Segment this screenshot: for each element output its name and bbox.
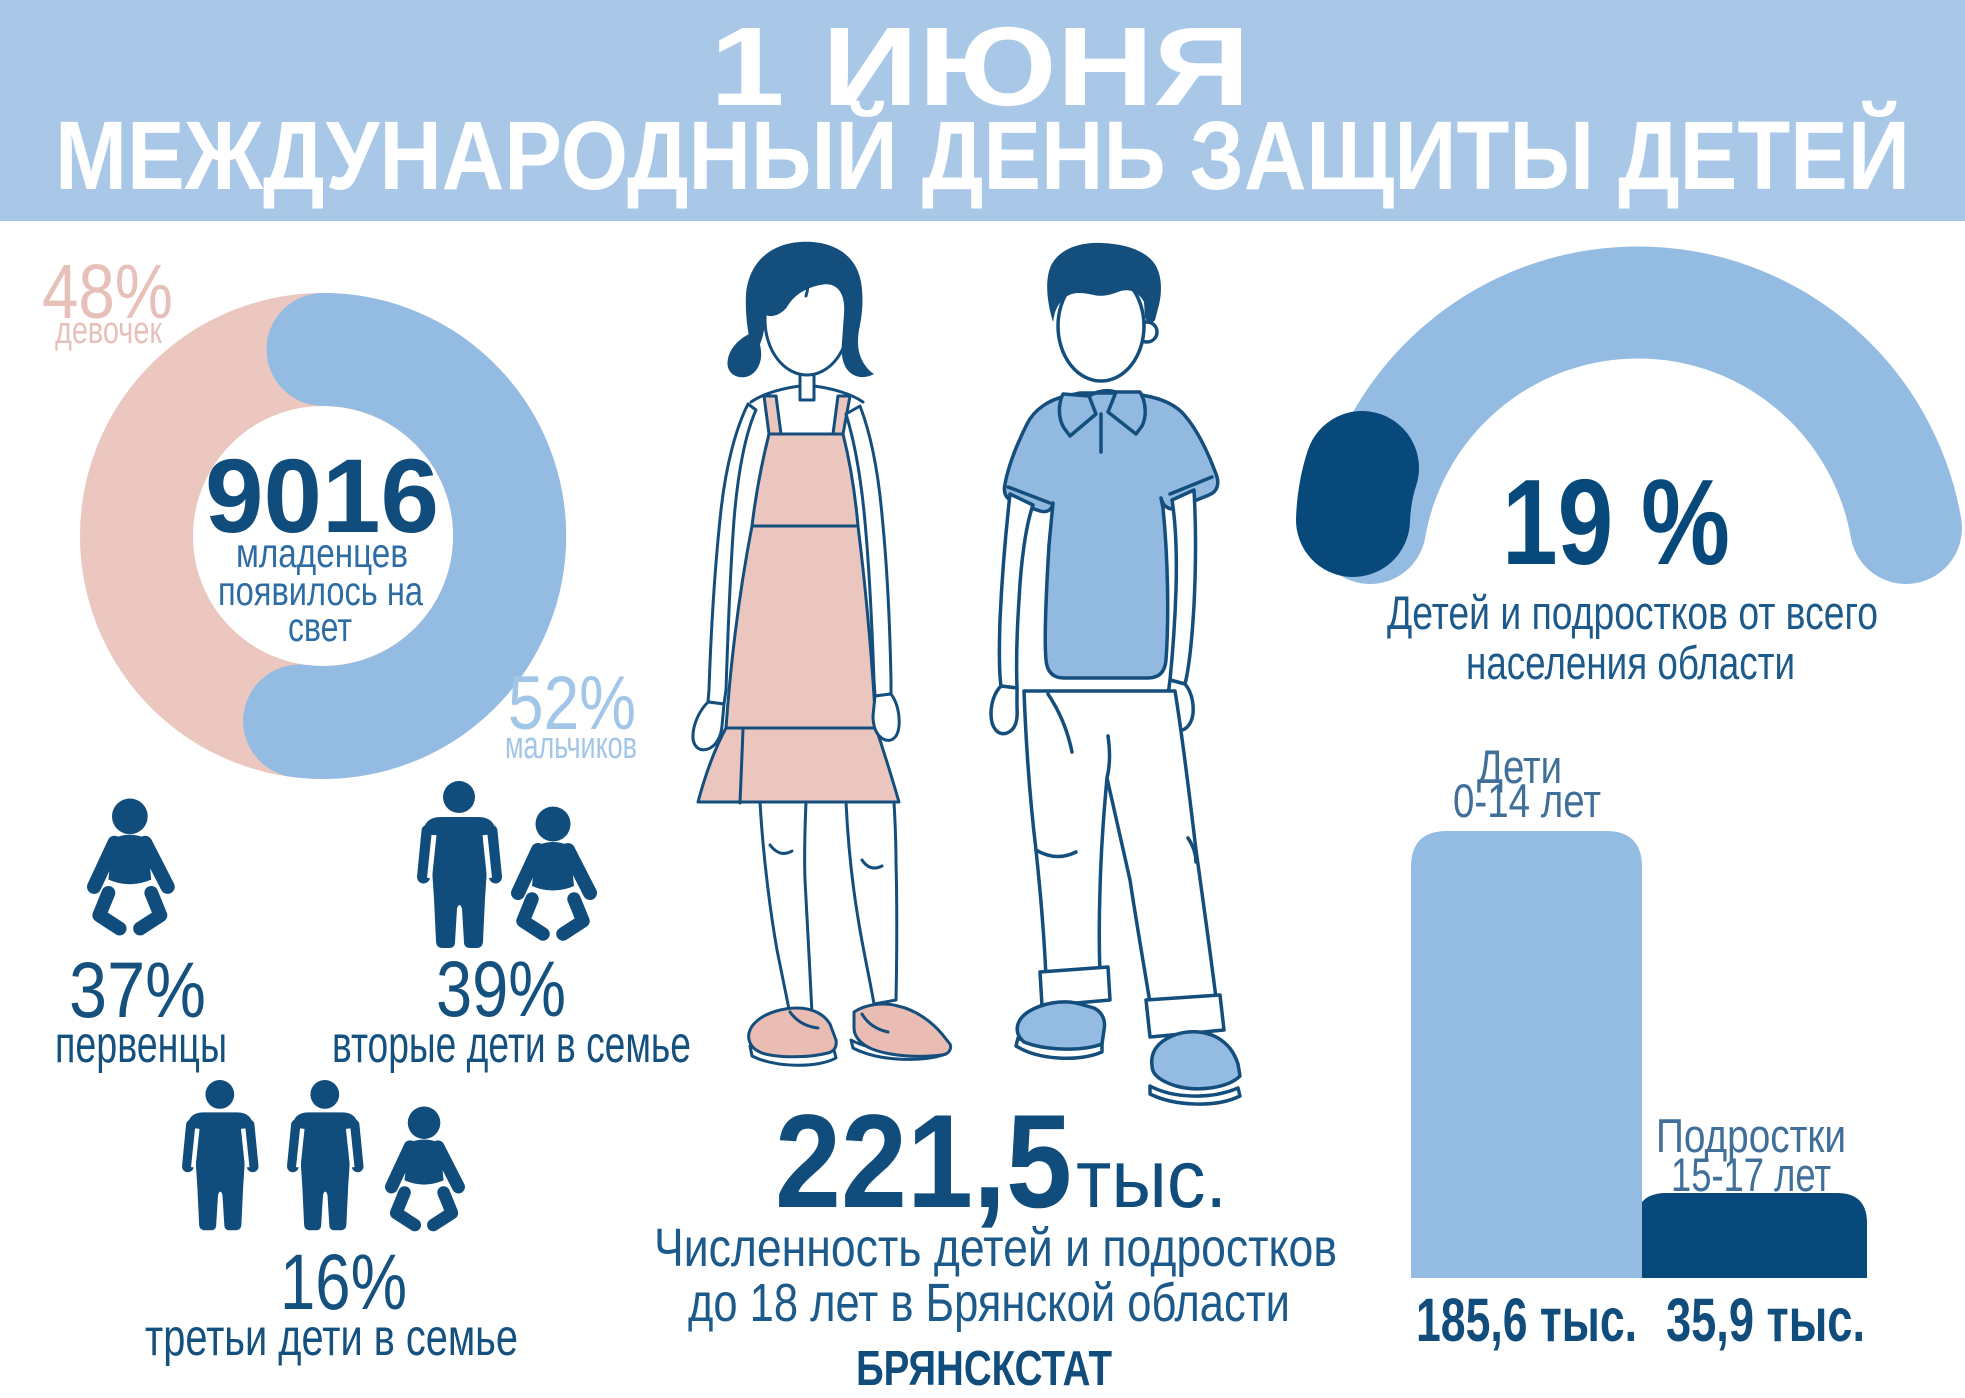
svg-text:тыс.: тыс.	[1076, 1132, 1227, 1225]
svg-text:девочек: девочек	[55, 310, 162, 352]
svg-text:15-17 лет: 15-17 лет	[1671, 1148, 1831, 1201]
svg-text:мальчиков: мальчиков	[505, 725, 637, 767]
svg-text:52%: 52%	[508, 661, 636, 746]
svg-text:48%: 48%	[42, 249, 173, 335]
svg-text:Дети: Дети	[1477, 740, 1562, 793]
svg-text:Численность детей и подростков: Численность детей и подростков	[654, 1218, 1337, 1278]
svg-text:9016: 9016	[205, 438, 439, 555]
svg-text:вторые дети в семье: вторые дети в семье	[332, 1016, 691, 1074]
svg-text:свет: свет	[288, 604, 352, 650]
svg-text:Детей и подростков от всего: Детей и подростков от всего	[1387, 586, 1878, 639]
svg-text:младенцев: младенцев	[236, 530, 408, 576]
svg-text:третьи дети в семье: третьи дети в семье	[145, 1309, 518, 1367]
svg-text:35,9 тыс.: 35,9 тыс.	[1666, 1286, 1865, 1354]
svg-text:появилось на: появилось на	[218, 568, 423, 614]
svg-text:37%: 37%	[69, 945, 206, 1034]
svg-text:221,5: 221,5	[775, 1088, 1072, 1236]
svg-text:первенцы: первенцы	[55, 1016, 227, 1074]
svg-text:населения области: населения области	[1466, 636, 1795, 689]
svg-text:МЕЖДУНАРОДНЫЙ ДЕНЬ ЗАЩИТЫ ДЕТЕ: МЕЖДУНАРОДНЫЙ ДЕНЬ ЗАЩИТЫ ДЕТЕЙ	[55, 101, 1910, 210]
svg-text:39%: 39%	[436, 944, 566, 1033]
svg-text:185,6 тыс.: 185,6 тыс.	[1416, 1286, 1637, 1354]
svg-text:до 18 лет в Брянской области: до 18 лет в Брянской области	[688, 1273, 1290, 1333]
svg-text:БРЯНСКСТАТ: БРЯНСКСТАТ	[856, 1342, 1112, 1396]
svg-text:Подростки: Подростки	[1656, 1109, 1846, 1162]
svg-text:16%: 16%	[280, 1237, 407, 1326]
svg-text:1 ИЮНЯ: 1 ИЮНЯ	[710, 4, 1250, 129]
svg-text:19 %: 19 %	[1502, 454, 1730, 590]
svg-text:0-14 лет: 0-14 лет	[1453, 774, 1601, 827]
